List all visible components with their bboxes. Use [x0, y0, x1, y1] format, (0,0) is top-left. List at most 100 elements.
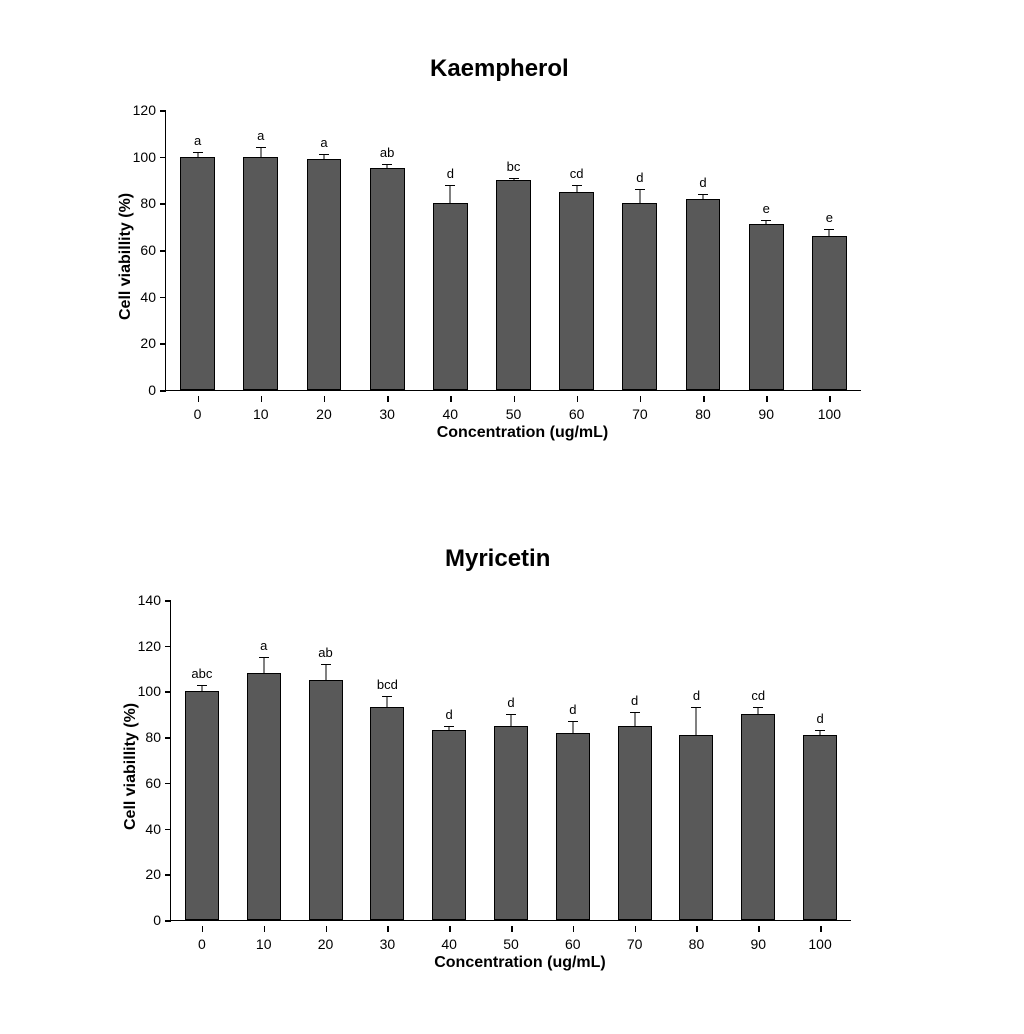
significance-label: bc	[507, 159, 521, 174]
y-tick-label: 140	[138, 592, 161, 608]
significance-label: e	[826, 210, 833, 225]
error-cap	[256, 147, 266, 148]
x-tick-mark	[696, 926, 698, 932]
chart-title-kaempherol: Kaempherol	[430, 55, 569, 83]
x-tick-mark	[387, 396, 389, 402]
y-tick-label: 20	[145, 866, 161, 882]
error-bar	[758, 707, 759, 714]
error-cap	[506, 726, 516, 727]
x-tick-mark	[387, 926, 389, 932]
error-cap	[197, 691, 207, 692]
y-tick-label: 40	[145, 821, 161, 837]
error-cap	[509, 180, 519, 181]
x-tick-label: 20	[316, 406, 332, 422]
x-tick-label: 60	[565, 936, 581, 952]
bar	[559, 192, 594, 390]
error-cap	[445, 185, 455, 186]
error-bar	[639, 189, 640, 203]
significance-label: d	[631, 693, 638, 708]
x-tick-mark	[577, 396, 579, 402]
x-tick-mark	[573, 926, 575, 932]
y-tick-label: 0	[153, 912, 161, 928]
x-tick-mark	[261, 396, 263, 402]
x-tick-mark	[450, 396, 452, 402]
x-tick-mark	[829, 396, 831, 402]
x-tick-label: 50	[503, 936, 519, 952]
y-tick-label: 100	[133, 149, 156, 165]
x-tick-label: 90	[750, 936, 766, 952]
y-tick-label: 40	[140, 289, 156, 305]
bar	[243, 157, 278, 390]
significance-label: d	[569, 702, 576, 717]
error-cap	[193, 152, 203, 153]
x-tick-label: 40	[441, 936, 457, 952]
bar	[494, 726, 528, 920]
x-tick-label: 0	[198, 936, 206, 952]
x-tick-label: 90	[758, 406, 774, 422]
x-tick-mark	[635, 926, 637, 932]
y-tick-mark	[160, 390, 166, 392]
y-tick-mark	[160, 110, 166, 112]
error-bar	[260, 147, 261, 156]
x-tick-label: 50	[506, 406, 522, 422]
significance-label: d	[636, 170, 643, 185]
error-cap	[691, 735, 701, 736]
error-cap	[382, 696, 392, 697]
x-tick-mark	[324, 396, 326, 402]
error-cap	[698, 199, 708, 200]
error-bar	[263, 657, 264, 673]
x-tick-label: 20	[318, 936, 334, 952]
error-cap	[256, 157, 266, 158]
y-tick-mark	[160, 297, 166, 299]
error-cap	[630, 726, 640, 727]
error-cap	[444, 726, 454, 727]
y-tick-mark	[165, 920, 171, 922]
x-tick-label: 30	[379, 406, 395, 422]
significance-label: d	[693, 688, 700, 703]
error-bar	[634, 712, 635, 726]
bar	[180, 157, 215, 390]
bar	[432, 730, 466, 920]
bar	[686, 199, 721, 390]
x-tick-label: 60	[569, 406, 585, 422]
x-tick-label: 80	[689, 936, 705, 952]
error-cap	[815, 735, 825, 736]
bar	[309, 680, 343, 920]
bar	[812, 236, 847, 390]
x-tick-mark	[449, 926, 451, 932]
y-tick-mark	[160, 157, 166, 159]
error-bar	[511, 714, 512, 725]
significance-label: a	[260, 638, 267, 653]
y-tick-mark	[165, 691, 171, 693]
x-tick-label: 80	[695, 406, 711, 422]
bar	[247, 673, 281, 920]
error-cap	[445, 203, 455, 204]
y-tick-mark	[165, 600, 171, 602]
error-cap	[259, 673, 269, 674]
error-cap	[319, 154, 329, 155]
error-bar	[576, 185, 577, 192]
bar	[307, 159, 342, 390]
x-tick-label: 10	[256, 936, 272, 952]
x-tick-label: 100	[818, 406, 841, 422]
error-cap	[193, 157, 203, 158]
significance-label: a	[257, 128, 264, 143]
x-tick-mark	[758, 926, 760, 932]
error-cap	[321, 680, 331, 681]
chart-title-myricetin: Myricetin	[445, 545, 550, 573]
x-tick-label: 10	[253, 406, 269, 422]
significance-label: d	[507, 695, 514, 710]
y-tick-label: 60	[145, 775, 161, 791]
significance-label: ab	[380, 145, 394, 160]
x-tick-mark	[703, 396, 705, 402]
bar	[618, 726, 652, 920]
x-axis-label: Concentration (ug/mL)	[410, 954, 630, 972]
bar	[370, 168, 405, 390]
bar	[803, 735, 837, 920]
error-cap	[635, 203, 645, 204]
x-tick-mark	[640, 396, 642, 402]
bar	[185, 691, 219, 920]
error-cap	[506, 714, 516, 715]
x-axis-label: Concentration (ug/mL)	[413, 424, 633, 442]
x-tick-label: 100	[808, 936, 831, 952]
